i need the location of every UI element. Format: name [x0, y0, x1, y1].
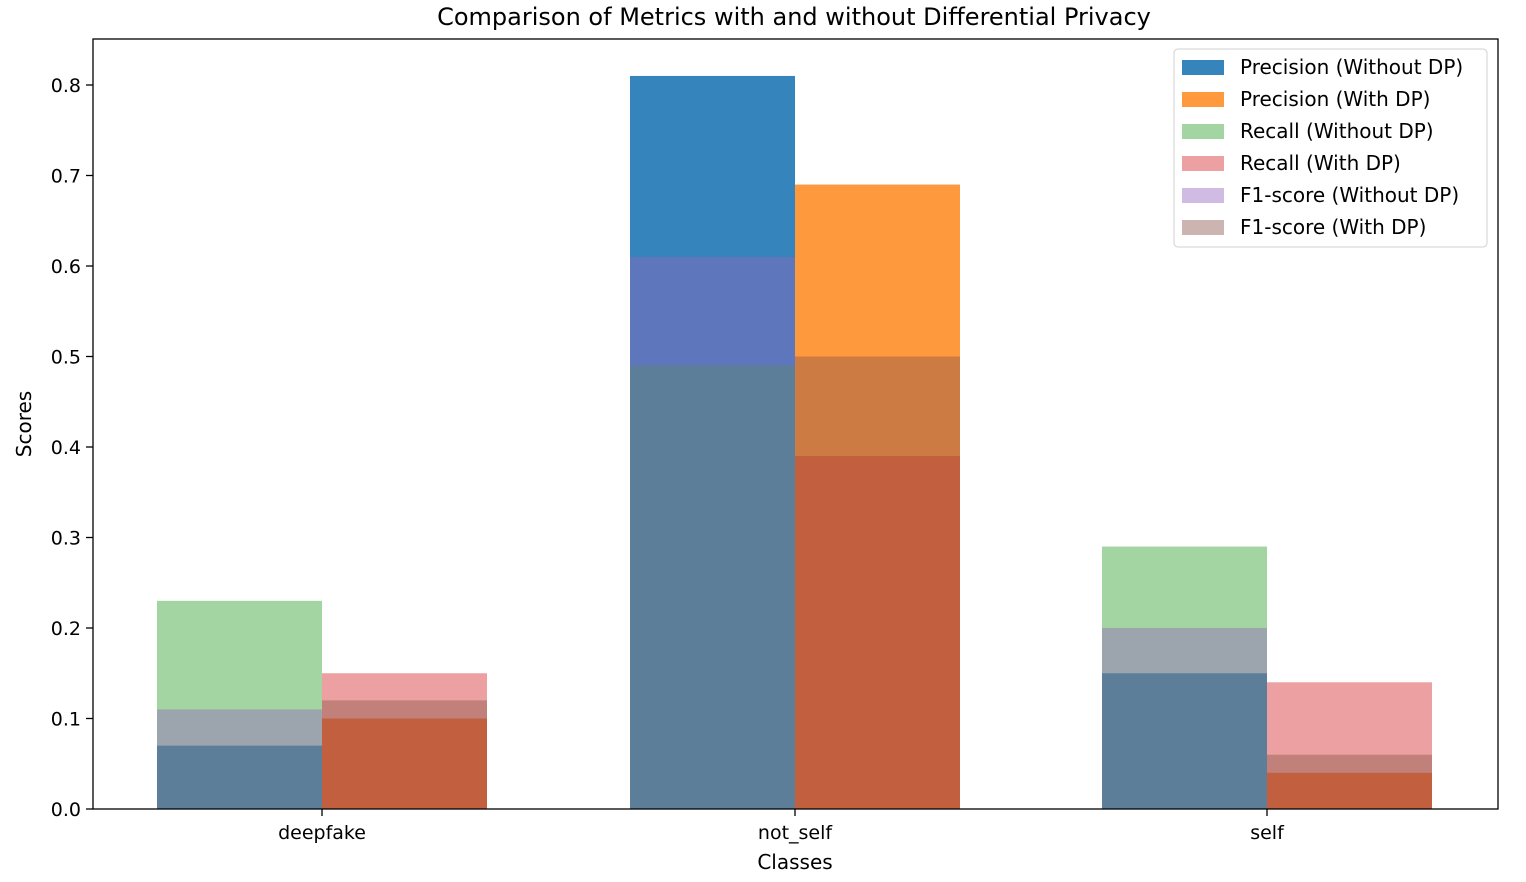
legend-box [1173, 48, 1488, 248]
bar-f1-score-with-dp-self [1267, 754, 1432, 809]
legend-swatch [1182, 60, 1224, 75]
bar-precision-without-dp-not-self [630, 75, 795, 809]
legend-swatch [1182, 92, 1224, 107]
legend-swatch [1182, 188, 1224, 203]
legend-label: Recall (Without DP) [1240, 119, 1434, 143]
bar-recall-with-dp-deepfake [322, 673, 487, 809]
x-tick-label-deepfake: deepfake [278, 822, 366, 844]
legend-label: F1-score (Without DP) [1240, 183, 1459, 207]
y-tick-label: 0.4 [51, 437, 81, 459]
y-tick-label: 0.7 [51, 166, 81, 188]
bar-precision-without-dp-deepfake [157, 745, 322, 809]
bar-recall-without-dp-deepfake [157, 600, 322, 809]
bar-f1-score-with-dp-not-self [795, 356, 960, 809]
y-tick-label: 0.3 [51, 528, 81, 550]
legend-label: Precision (Without DP) [1240, 55, 1463, 79]
bar-recall-with-dp-not-self [795, 456, 960, 809]
x-tick-label-self: self [1250, 822, 1285, 844]
bar-f1-score-without-dp-deepfake [157, 709, 322, 809]
bar-f1-score-without-dp-self [1102, 628, 1267, 809]
bar-precision-with-dp-self [1267, 772, 1432, 809]
bar-f1-score-without-dp-not-self [630, 256, 795, 809]
x-axis-label: Classes [757, 850, 832, 874]
bar-recall-without-dp-not-self [630, 365, 795, 809]
chart-title: Comparison of Metrics with and without D… [437, 3, 1151, 31]
legend-swatch [1182, 220, 1224, 235]
legend-swatch [1182, 156, 1224, 171]
bar-f1-score-with-dp-deepfake [322, 700, 487, 809]
y-tick-label: 0.0 [51, 799, 81, 821]
bar-precision-with-dp-not-self [795, 184, 960, 810]
legend-label: Precision (With DP) [1240, 87, 1430, 111]
y-tick-label: 0.5 [51, 347, 81, 369]
y-tick-label: 0.2 [51, 618, 81, 640]
bars-layer [157, 75, 1432, 810]
legend: Precision (Without DP) Precision (With DP… [1173, 48, 1488, 248]
legend-label: F1-score (With DP) [1240, 215, 1426, 239]
y-tick-label: 0.8 [51, 75, 81, 97]
y-axis-label: Scores [12, 391, 36, 457]
y-axis: 0.0 0.1 0.2 0.3 0.4 0.5 0.6 0.7 0.8 [51, 75, 93, 821]
legend-swatch [1182, 124, 1224, 139]
bar-precision-with-dp-deepfake [322, 718, 487, 809]
bar-recall-without-dp-self [1102, 546, 1267, 809]
x-tick-label-not-self: not_self [758, 822, 833, 844]
legend-label: Recall (With DP) [1240, 151, 1401, 175]
bar-precision-without-dp-self [1102, 673, 1267, 809]
bar-recall-with-dp-self [1267, 682, 1432, 809]
x-axis: deepfake not_self self [278, 809, 1285, 844]
y-tick-label: 0.6 [51, 256, 81, 278]
y-tick-label: 0.1 [51, 709, 81, 731]
